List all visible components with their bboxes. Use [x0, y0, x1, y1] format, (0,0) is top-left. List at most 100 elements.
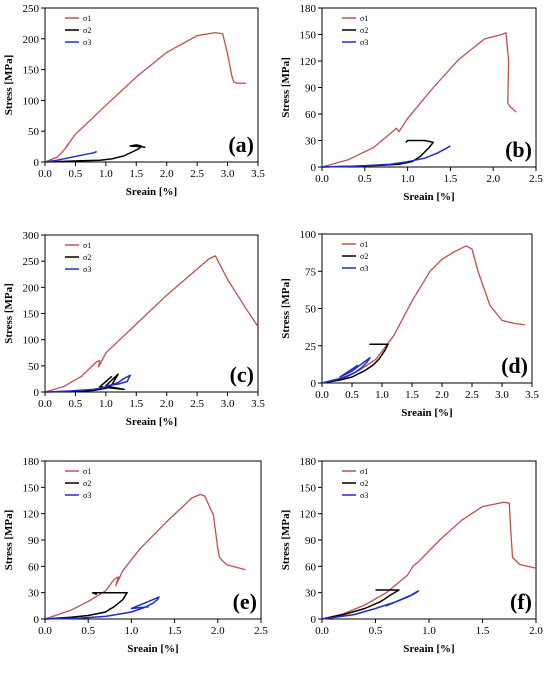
y-axis-title: Stress [MPa] — [280, 278, 292, 339]
legend-entry: σ3 — [83, 491, 91, 500]
x-axis-title: Sreain [%] — [126, 416, 177, 428]
panel-label: (e) — [233, 589, 257, 614]
x-tick-label: 0.5 — [358, 173, 372, 185]
y-tick-label: 0 — [311, 378, 317, 390]
series-line-2 — [321, 343, 389, 384]
y-axis-title: Stress [MPa] — [3, 510, 15, 571]
x-axis-title: Sreain [%] — [403, 643, 454, 655]
y-tick-label: 150 — [300, 482, 317, 494]
y-tick-label: 300 — [23, 230, 40, 242]
y-tick-label: 200 — [23, 34, 40, 46]
y-tick-label: 200 — [23, 282, 40, 294]
x-tick-label: 1.5 — [168, 625, 182, 637]
chart-panel-6: 0.0 0.5 1.0 1.5 2.0 0 30 60 90 120 150 180 Sreain [%… — [280, 456, 543, 655]
x-tick-label: 3.0 — [221, 168, 235, 180]
x-tick-label: 1.5 — [476, 625, 490, 637]
y-tick-label: 150 — [23, 65, 40, 77]
y-tick-label: 100 — [23, 95, 40, 107]
series-line-3 — [321, 356, 371, 384]
x-tick-label: 1.0 — [401, 173, 415, 185]
x-tick-label: 1.5 — [444, 173, 458, 185]
x-tick-label: 0.5 — [345, 389, 359, 401]
y-tick-label: 50 — [28, 126, 40, 138]
y-tick-label: 120 — [23, 509, 40, 521]
x-tick-label: 2.0 — [435, 389, 449, 401]
x-tick-label: 0.0 — [38, 398, 52, 410]
x-tick-label: 0.0 — [315, 173, 329, 185]
x-tick-label: 3.0 — [221, 398, 235, 410]
x-tick-label: 3.5 — [251, 398, 265, 410]
y-axis-title: Stress [MPa] — [280, 57, 292, 118]
x-axis-title: Sreain [%] — [403, 191, 454, 203]
series-line-2 — [44, 591, 128, 620]
x-tick-label: 0.5 — [69, 398, 83, 410]
x-tick-label: 0.0 — [38, 168, 52, 180]
series-line-1 — [321, 32, 517, 168]
y-tick-label: 0 — [34, 614, 40, 626]
x-tick-label: 0.5 — [369, 625, 383, 637]
y-tick-label: 150 — [23, 482, 40, 494]
series-line-1 — [44, 493, 246, 620]
plot-frame — [321, 460, 537, 620]
x-tick-label: 2.5 — [190, 168, 204, 180]
legend-entry: σ1 — [83, 467, 91, 476]
x-tick-label: 1.5 — [129, 168, 143, 180]
series-line-3 — [44, 150, 97, 163]
y-tick-label: 60 — [305, 109, 317, 121]
y-tick-label: 250 — [23, 256, 40, 268]
x-tick-label: 0.0 — [315, 625, 329, 637]
series-line-1 — [321, 245, 525, 384]
legend-entry: σ3 — [83, 38, 91, 47]
x-tick-label: 0.0 — [38, 625, 52, 637]
series-line-1 — [321, 501, 537, 620]
x-tick-label: 2.0 — [160, 168, 174, 180]
y-tick-label: 150 — [300, 30, 317, 42]
legend-entry: σ2 — [360, 252, 368, 261]
panel-label: (c) — [230, 362, 254, 387]
chart-panel-3: 0.0 0.5 1.0 1.5 2.0 2.5 3.0 3.5 0 50 100 150 200 250 3… — [3, 230, 265, 428]
y-tick-label: 100 — [23, 335, 40, 347]
legend-entry: σ2 — [83, 479, 91, 488]
plot-frame — [44, 460, 262, 620]
y-tick-label: 30 — [305, 136, 317, 148]
chart-panel-1: 0.0 0.5 1.0 1.5 2.0 2.5 3.0 3.5 0 50 100 150 200 250 S… — [3, 3, 265, 198]
legend-entry: σ1 — [360, 240, 368, 249]
y-tick-label: 180 — [23, 456, 40, 468]
y-tick-label: 90 — [305, 535, 317, 547]
y-tick-label: 60 — [305, 561, 317, 573]
plot-frame — [44, 234, 259, 393]
legend-entry: σ2 — [83, 26, 91, 35]
x-tick-label: 1.0 — [422, 625, 436, 637]
y-tick-label: 0 — [311, 614, 317, 626]
x-tick-label: 2.0 — [529, 625, 543, 637]
chart-panel-2: 0.0 0.5 1.0 1.5 2.0 2.5 0 30 60 90 120 150 180 Sreain… — [280, 3, 543, 203]
legend-entry: σ1 — [83, 14, 91, 23]
chart-panel-5: 0.0 0.5 1.0 1.5 2.0 2.5 0 30 60 90 120 150 180 Sreain… — [3, 456, 268, 655]
y-axis-title: Stress [MPa] — [280, 510, 292, 571]
legend-entry: σ3 — [360, 264, 368, 273]
y-tick-label: 30 — [28, 588, 40, 600]
series-line-2 — [44, 144, 146, 163]
legend-entry: σ1 — [360, 467, 368, 476]
y-tick-label: 120 — [300, 509, 317, 521]
x-tick-label: 1.0 — [99, 398, 113, 410]
x-tick-label: 3.5 — [251, 168, 265, 180]
series-line-3 — [321, 590, 420, 620]
x-tick-label: 2.5 — [529, 173, 543, 185]
x-tick-label: 0.5 — [69, 168, 83, 180]
y-tick-label: 30 — [305, 588, 317, 600]
x-axis-title: Sreain [%] — [127, 643, 178, 655]
x-tick-label: 3.0 — [495, 389, 509, 401]
y-tick-label: 60 — [28, 561, 40, 573]
panel-label: (d) — [501, 353, 528, 378]
y-tick-label: 50 — [28, 361, 40, 373]
x-tick-label: 2.5 — [465, 389, 479, 401]
x-tick-label: 1.0 — [375, 389, 389, 401]
x-axis-title: Sreain [%] — [401, 407, 452, 419]
y-tick-label: 25 — [305, 341, 317, 353]
x-tick-label: 1.0 — [125, 625, 139, 637]
series-line-3 — [44, 596, 160, 620]
y-axis-title: Stress [MPa] — [3, 55, 15, 116]
x-axis-title: Sreain [%] — [126, 186, 177, 198]
y-tick-label: 100 — [300, 229, 317, 241]
